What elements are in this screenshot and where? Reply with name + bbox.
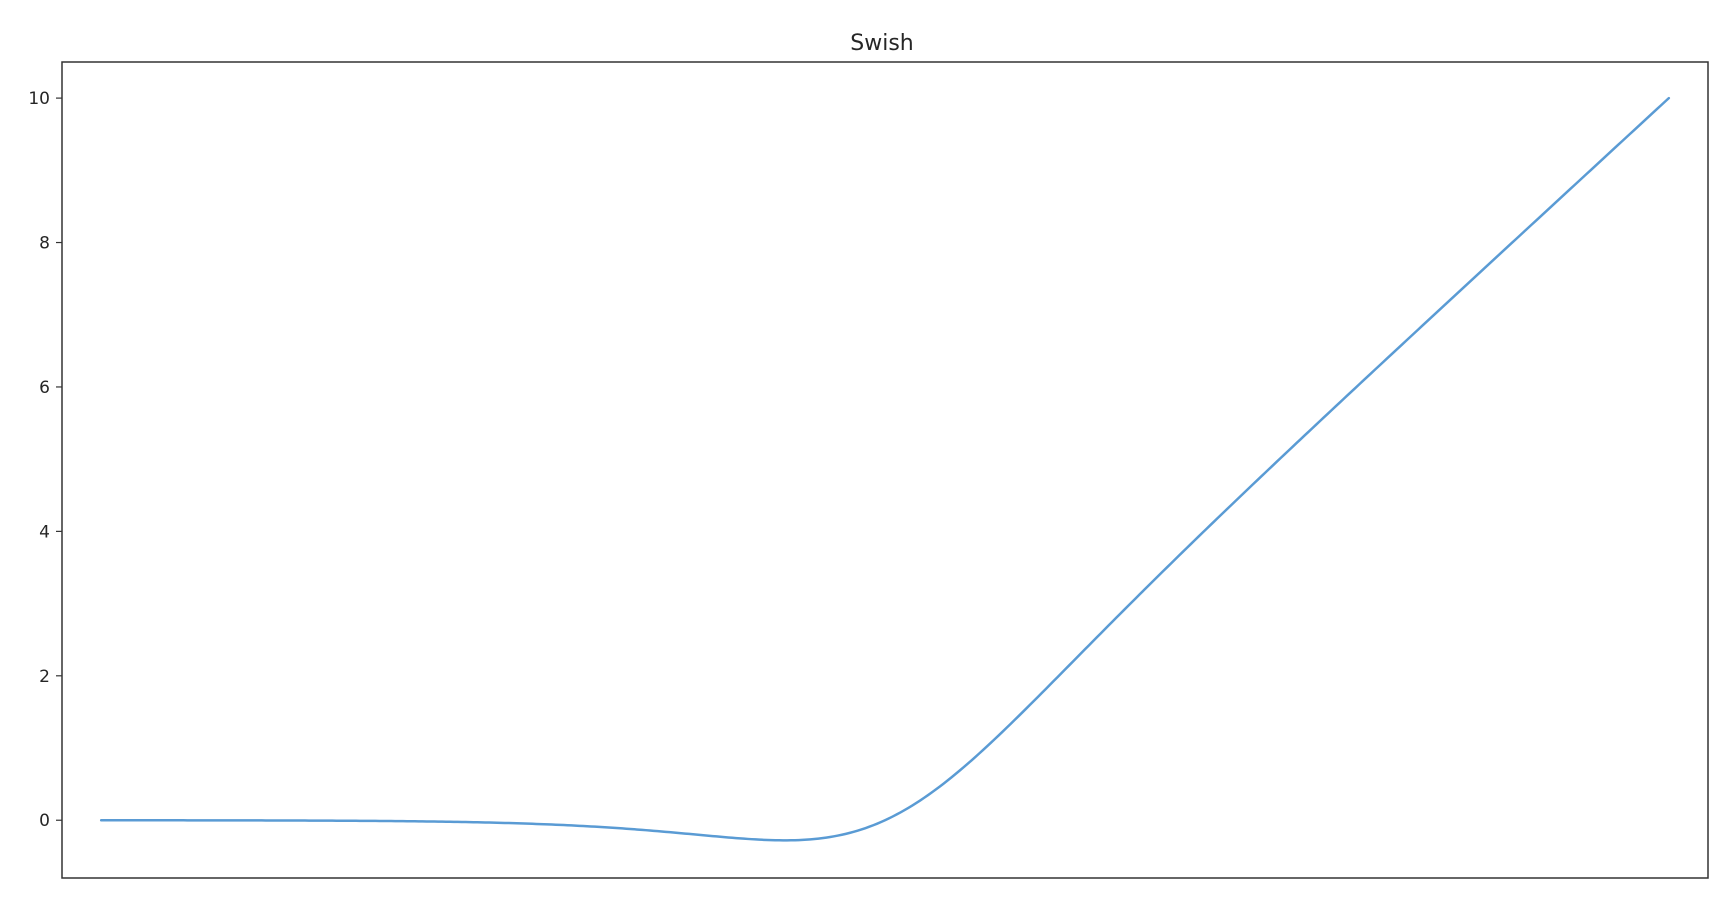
series-layer	[99, 96, 1671, 842]
y-tick-label: 10	[28, 89, 50, 109]
chart-title: Swish	[850, 31, 913, 56]
y-axis: 0 2 4 6 8 10	[28, 89, 62, 831]
y-tick-label: 8	[39, 234, 50, 254]
plot-frame	[61, 61, 1709, 879]
y-tick-label: 2	[39, 667, 50, 687]
series-line-0	[99, 96, 1671, 842]
y-tick-label: 4	[39, 522, 50, 542]
y-tick-label: 0	[39, 811, 50, 831]
y-tick-label: 6	[39, 378, 50, 398]
